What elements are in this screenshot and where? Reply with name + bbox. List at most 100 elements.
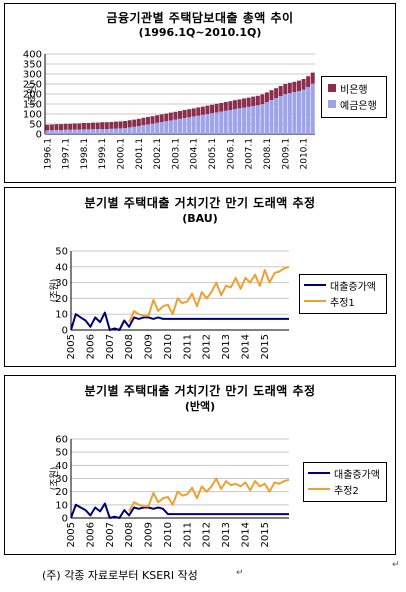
line-chart: 0 10 20 30 40 50 60 (조원) 2005 2006 2007 2008 2009 201… (49, 435, 290, 547)
x-tick-label: 1996.1 (43, 138, 53, 170)
bar (210, 113, 215, 134)
bar (214, 103, 219, 113)
bar (196, 107, 201, 116)
bar (260, 94, 265, 104)
y-tick-label: 20 (55, 294, 68, 305)
bar (223, 102, 228, 111)
x-tick-label: 2005.1 (208, 138, 218, 170)
bar (205, 105, 210, 114)
x-tick-label: 2010 (163, 334, 174, 359)
y-tick-label: 30 (55, 474, 68, 485)
bar (123, 128, 128, 134)
y-tick-label: 200 (23, 90, 42, 101)
x-tick-label: 2006 (85, 334, 96, 359)
bar (118, 121, 123, 129)
chart-legend: 대출증가액 추정1 (299, 274, 387, 314)
bar (141, 125, 146, 134)
bar (113, 121, 118, 129)
y-tick-label: 100 (23, 110, 42, 121)
bar (164, 121, 169, 134)
bar (306, 87, 311, 134)
bar (264, 92, 269, 102)
legend-line (304, 284, 326, 286)
bar (269, 100, 274, 134)
bar (100, 122, 105, 129)
bar (127, 120, 132, 128)
bar (228, 101, 233, 110)
bar (274, 98, 279, 134)
bar (132, 126, 137, 134)
bar (104, 129, 109, 134)
return-mark: ↵ (236, 568, 244, 578)
bar (173, 111, 178, 120)
bar (132, 119, 137, 127)
bar (150, 123, 155, 134)
bar (59, 130, 64, 134)
bar (191, 116, 196, 134)
y-tick-label: 0 (62, 514, 68, 525)
bar (109, 122, 114, 129)
x-tick-label: 2015 (260, 522, 271, 547)
x-tick-label: 2009.1 (281, 138, 291, 170)
x-tick-label: 2000.1 (117, 138, 127, 170)
bar (141, 117, 146, 126)
bar (159, 122, 164, 134)
x-tick-label: 2008 (124, 522, 135, 547)
source-note: (주) 각종 자료로부터 KSERI 작성 (42, 569, 198, 582)
bar (168, 112, 173, 121)
bar (72, 123, 77, 130)
bar (168, 120, 173, 134)
bar (255, 95, 260, 106)
bar (178, 118, 182, 134)
chart-panel-bau: 분기별 주택대출 거치기간 만기 도래액 추정 (BAU) 0 10 20 30 40 5… (4, 187, 396, 367)
bar (310, 83, 315, 134)
bar (187, 117, 192, 134)
bar (296, 91, 301, 134)
bar (86, 129, 91, 134)
x-tick-label: 1997.1 (62, 138, 72, 170)
legend-swatch (328, 84, 336, 92)
bar (182, 110, 187, 118)
y-tick-label: 40 (55, 461, 68, 472)
bar (77, 129, 82, 134)
y-tick-label: 400 (23, 50, 42, 61)
chart-subtitle: (1996.1Q~2010.1Q) (138, 26, 262, 39)
x-tick-label: 2014 (240, 334, 251, 359)
bar (246, 97, 251, 107)
x-tick-label: 1998.1 (80, 138, 90, 170)
bar (278, 96, 283, 134)
bar (118, 128, 123, 134)
bar (242, 98, 247, 108)
bar (86, 123, 91, 130)
bar (200, 106, 205, 115)
bar (49, 130, 54, 134)
y-tick-label: 350 (23, 60, 42, 71)
bar (95, 122, 100, 130)
line-chart: 0 10 20 30 40 50 (조원) 2005 2006 2007 2008 2009 2010 2… (49, 247, 290, 359)
x-tick-label: 2007 (105, 522, 116, 547)
bar (145, 117, 150, 125)
chart-title: 금융기관별 주택담보대출 총액 추이 (106, 11, 294, 25)
x-tick-label: 2010 (163, 522, 174, 547)
x-tick-label: 2015 (260, 334, 271, 359)
legend-line (304, 300, 326, 302)
bar (264, 102, 269, 134)
bar (219, 103, 224, 112)
bar (255, 105, 260, 134)
chart-panel-half: 분기별 주택대출 거치기간 만기 도래액 추정 (반액) 0 10 20 30 40 50… (4, 375, 396, 555)
bar (45, 124, 50, 131)
legend-label: 대출증가액 (330, 282, 376, 293)
x-tick-label: 2011 (182, 334, 193, 359)
y-tick-label: 50 (55, 448, 68, 459)
bar (232, 109, 237, 134)
plot-area (71, 251, 289, 330)
x-tick-label: 2003.1 (171, 138, 181, 170)
y-tick-label: 60 (55, 435, 68, 446)
chart-legend: 대출증가액 추정2 (303, 462, 387, 502)
x-tick-label: 2013 (221, 334, 232, 359)
bar (72, 129, 77, 134)
legend-line (308, 472, 330, 474)
x-tick-label: 2014 (240, 522, 251, 547)
bar (45, 130, 50, 134)
bar (219, 111, 224, 134)
